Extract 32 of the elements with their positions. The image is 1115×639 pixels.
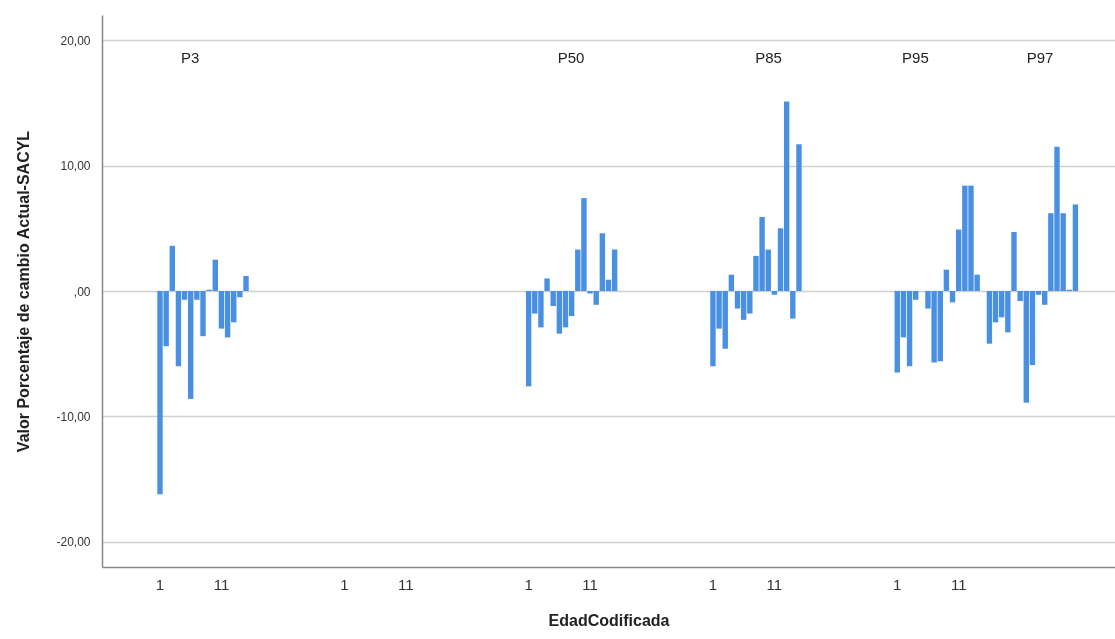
- x-tick-label: 11: [213, 575, 230, 593]
- bar: [243, 275, 249, 291]
- y-tick-label: ,00: [73, 284, 91, 299]
- annotation: P50: [557, 49, 585, 66]
- x-tick-label: 11: [950, 575, 967, 593]
- x-tick-label: 11: [766, 575, 783, 593]
- x-tick-label: 1: [893, 575, 902, 593]
- x-tick-label: 1: [340, 575, 349, 593]
- bar: [949, 291, 956, 303]
- bar: [544, 278, 550, 291]
- bar: [943, 269, 950, 291]
- y-axis-title: Valor Porcentaje de cambio Actual-SACYL: [15, 130, 33, 453]
- bar: [169, 245, 175, 291]
- y-tick-label: -20,00: [56, 535, 91, 550]
- y-tick-label: 10,00: [60, 159, 91, 174]
- annotation: P3: [180, 49, 200, 66]
- bar: [771, 291, 778, 295]
- y-tick-label: -10,00: [56, 409, 91, 424]
- bar: [796, 144, 802, 291]
- annotation: P95: [902, 49, 929, 66]
- annotation: P85: [755, 49, 782, 66]
- bar: [728, 274, 735, 291]
- annotation: P97: [1026, 49, 1054, 66]
- bar: [790, 291, 796, 319]
- x-tick-label: 11: [582, 575, 598, 593]
- x-tick-label: 1: [155, 575, 165, 593]
- x-tick-label: 11: [397, 575, 414, 593]
- x-axis-title: EdadCodificada: [548, 611, 670, 629]
- x-tick-label: 1: [524, 575, 533, 593]
- y-tick-label: 20,00: [60, 33, 91, 48]
- x-tick-label: 1: [708, 575, 718, 593]
- bar: [1011, 232, 1017, 291]
